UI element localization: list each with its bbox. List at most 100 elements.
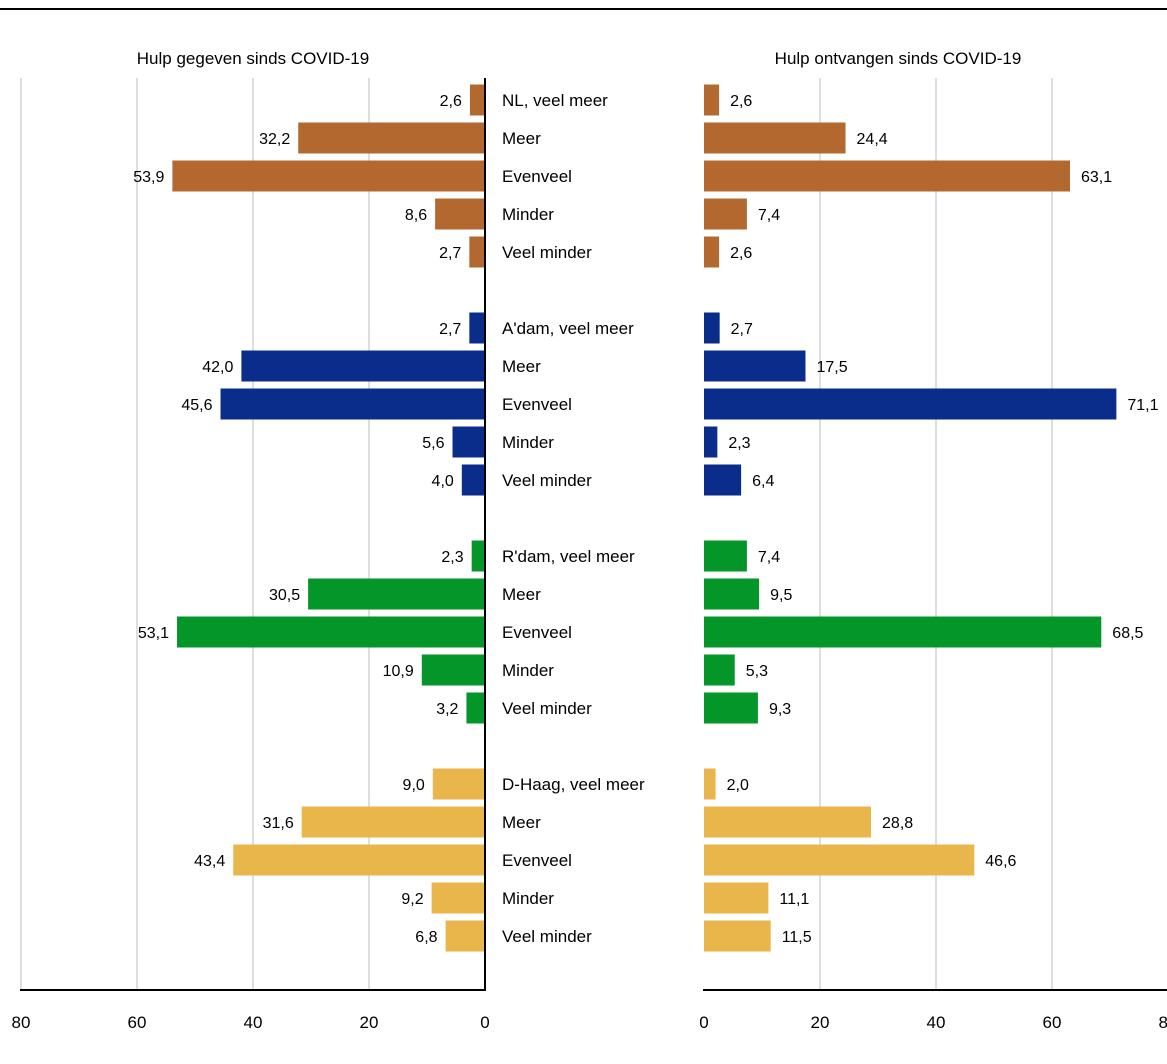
category-label: Evenveel (502, 395, 572, 414)
left-x-tick-label: 60 (128, 1013, 147, 1032)
bar-given (233, 844, 485, 876)
value-label-given: 31,6 (263, 815, 294, 832)
category-label: Evenveel (502, 167, 572, 186)
bar-given (177, 616, 485, 648)
bar-received (704, 920, 771, 952)
bars (172, 84, 1117, 952)
bar-received (704, 654, 735, 686)
value-label-given: 42,0 (202, 359, 233, 376)
right-x-tick-label: 40 (927, 1013, 946, 1032)
right-x-tick-label: 60 (1043, 1013, 1062, 1032)
value-label-received: 2,0 (727, 777, 749, 794)
bar-given (466, 692, 485, 724)
value-label-received: 2,6 (730, 245, 752, 262)
right-panel-title: Hulp ontvangen sinds COVID-19 (775, 49, 1022, 68)
category-label: Meer (502, 129, 541, 148)
value-label-given: 2,6 (440, 93, 462, 110)
left-x-tick-label: 40 (244, 1013, 263, 1032)
value-label-received: 7,4 (758, 207, 780, 224)
value-label-received: 2,7 (731, 321, 753, 338)
category-label: NL, veel meer (502, 91, 608, 110)
category-label: Veel minder (502, 927, 592, 946)
bar-received (704, 84, 720, 116)
bar-received (704, 616, 1102, 648)
value-label-received: 71,1 (1127, 397, 1158, 414)
bar-given (469, 84, 485, 116)
value-label-received: 28,8 (882, 815, 913, 832)
right-x-tick-label: 20 (811, 1013, 830, 1032)
value-label-given: 4,0 (432, 473, 454, 490)
bar-received (704, 882, 769, 914)
bar-given (220, 388, 485, 420)
bar-given (431, 882, 485, 914)
value-label-given: 5,6 (422, 435, 444, 452)
category-label: Evenveel (502, 851, 572, 870)
category-label: Meer (502, 357, 541, 376)
bar-received (704, 464, 742, 496)
value-label-given: 30,5 (269, 587, 300, 604)
bar-given (445, 920, 485, 952)
value-label-received: 9,3 (769, 701, 791, 718)
bar-given (298, 122, 485, 154)
value-label-given: 32,2 (259, 131, 290, 148)
axes: 0 0 20 20 40 40 60 60 80 80 (12, 78, 1167, 1032)
bar-received (704, 388, 1117, 420)
value-label-received: 68,5 (1112, 625, 1143, 642)
bar-received (704, 768, 716, 800)
bar-received (704, 350, 806, 382)
category-label: Minder (502, 433, 554, 452)
value-label-received: 7,4 (758, 549, 780, 566)
bar-received (704, 844, 975, 876)
bar-received (704, 160, 1070, 192)
bar-given (421, 654, 485, 686)
value-label-received: 11,5 (782, 929, 812, 946)
bar-received (704, 198, 747, 230)
value-label-given: 6,8 (415, 929, 437, 946)
value-label-received: 24,4 (857, 131, 888, 148)
right-x-tick-label: 0 (699, 1013, 708, 1032)
bar-given (471, 540, 485, 572)
left-x-tick-label: 20 (360, 1013, 379, 1032)
bar-given (469, 312, 485, 344)
value-label-received: 11,1 (779, 891, 809, 908)
bar-given (301, 806, 485, 838)
value-label-given: 9,0 (403, 777, 425, 794)
bar-received (704, 692, 758, 724)
value-label-given: 10,9 (383, 663, 414, 680)
bar-received (704, 426, 718, 458)
bar-given (241, 350, 485, 382)
bar-received (704, 122, 846, 154)
value-label-given: 53,1 (138, 625, 169, 642)
category-label: Veel minder (502, 699, 592, 718)
value-label-given: 2,7 (439, 321, 461, 338)
category-label: Minder (502, 889, 554, 908)
value-label-received: 5,3 (746, 663, 768, 680)
bar-given (469, 236, 485, 268)
left-x-tick-label: 0 (480, 1013, 489, 1032)
value-label-given: 3,2 (436, 701, 458, 718)
left-x-tick-label: 80 (12, 1013, 31, 1032)
category-label: Evenveel (502, 623, 572, 642)
category-label: Meer (502, 813, 541, 832)
left-panel-title: Hulp gegeven sinds COVID-19 (137, 49, 369, 68)
value-label-received: 6,4 (752, 473, 774, 490)
category-label: A'dam, veel meer (502, 319, 634, 338)
value-label-given: 2,3 (441, 549, 463, 566)
bar-given (172, 160, 485, 192)
value-label-received: 9,5 (770, 587, 792, 604)
value-label-given: 8,6 (405, 207, 427, 224)
bar-received (704, 806, 872, 838)
right-x-tick-label: 80 (1159, 1013, 1167, 1032)
category-label: R'dam, veel meer (502, 547, 635, 566)
value-label-received: 17,5 (817, 359, 848, 376)
category-label: Veel minder (502, 471, 592, 490)
category-label: Meer (502, 585, 541, 604)
bar-received (704, 236, 720, 268)
category-label: Minder (502, 205, 554, 224)
labels: 2,6 2,6 NL, veel meer 32,2 24,4 Meer 53,9 63,1 E… (133, 91, 1158, 946)
category-label: D-Haag, veel meer (502, 775, 645, 794)
value-label-given: 45,6 (181, 397, 212, 414)
value-label-given: 53,9 (133, 169, 164, 186)
bar-received (704, 540, 747, 572)
